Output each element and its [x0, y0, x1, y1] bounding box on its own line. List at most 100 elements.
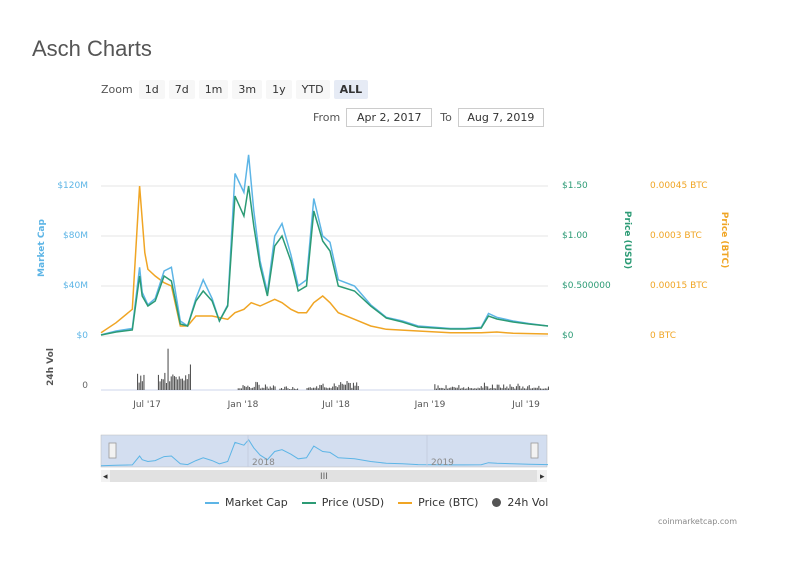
volume-bar: [461, 387, 463, 390]
volume-bar: [137, 373, 139, 390]
volume-bar: [308, 387, 310, 390]
y-axis-title-market-cap: Market Cap: [37, 219, 47, 277]
volume-bar: [531, 388, 533, 390]
volume-bar: [169, 381, 171, 390]
volume-bar: [328, 387, 330, 390]
volume-bar: [354, 385, 356, 390]
volume-bar: [525, 388, 527, 390]
volume-bar: [336, 387, 338, 390]
volume-bar: [357, 386, 359, 390]
y-axis-title-price-usd: Price (USD): [622, 211, 632, 269]
from-date-input[interactable]: Apr 2, 2017: [346, 108, 433, 127]
zoom-1y-button[interactable]: 1y: [266, 80, 292, 99]
volume-bar: [268, 388, 270, 390]
volume-bar: [458, 385, 460, 390]
zoom-ytd-button[interactable]: YTD: [295, 80, 330, 99]
zoom-1m-button[interactable]: 1m: [198, 80, 229, 99]
volume-bar: [343, 384, 345, 390]
volume-bar: [320, 385, 322, 390]
volume-bar: [474, 388, 476, 390]
volume-bar: [173, 376, 175, 390]
y-tick-btc-30: 0.0003 BTC: [650, 231, 702, 241]
x-axis: Jul '17 Jan '18 Jul '18 Jan '19 Jul '19: [101, 389, 548, 410]
navigator[interactable]: 2018 2019 III ◂ ▸: [100, 434, 549, 482]
volume-bar: [515, 386, 517, 390]
volume-bar: [466, 388, 468, 390]
volume-bar: [292, 387, 294, 390]
volume-bar: [239, 388, 241, 390]
volume-bar: [271, 387, 273, 390]
navigator-window[interactable]: [100, 434, 548, 468]
volume-bar: [335, 386, 337, 390]
volume-bar: [509, 384, 511, 390]
volume-bar: [472, 388, 474, 390]
scroll-right-arrow-icon[interactable]: ▸: [540, 472, 545, 482]
volume-bar: [253, 386, 255, 390]
volume-bar: [285, 386, 287, 390]
volume-bar: [284, 386, 286, 390]
volume-bar: [514, 388, 516, 390]
y-axis-title-price-btc: Price (BTC): [719, 212, 729, 269]
zoom-1d-button[interactable]: 1d: [138, 80, 165, 99]
volume-bar: [522, 386, 524, 390]
chart-legend: Market Cap Price (USD) Price (BTC) 24h V…: [205, 496, 562, 509]
volume-bar: [261, 387, 263, 390]
volume-bar: [517, 383, 519, 390]
volume-bar: [266, 386, 268, 390]
volume-bar: [477, 387, 479, 390]
volume-bar: [170, 376, 172, 390]
navigator-handle-right[interactable]: [530, 442, 539, 459]
volume-bar: [506, 386, 508, 390]
volume-bar: [338, 384, 340, 390]
legend-item-24h-vol[interactable]: 24h Vol: [492, 496, 548, 509]
volume-bar: [485, 386, 487, 390]
scroll-left-arrow-icon[interactable]: ◂: [103, 472, 108, 482]
volume-bar: [181, 378, 183, 390]
x-tick-jan-18: Jan '18: [227, 400, 259, 410]
legend-dot-icon: [492, 498, 502, 507]
navigator-handle-left[interactable]: [108, 442, 117, 459]
legend-line-icon: [398, 501, 413, 504]
volume-bar: [464, 388, 466, 390]
right-axis-usd: $1.50 $1.00 $0.500000 $0 Price (USD): [562, 181, 632, 341]
y-tick-usd-050: $0.500000: [562, 281, 611, 291]
legend-item-market-cap[interactable]: Market Cap: [205, 496, 288, 509]
credit-link[interactable]: coinmarketcap.com: [658, 517, 737, 526]
volume-bar: [539, 388, 541, 390]
volume-bar: [463, 387, 465, 390]
volume-bar: [456, 387, 458, 390]
volume-bar: [346, 381, 348, 390]
to-date-input[interactable]: Aug 7, 2019: [457, 108, 544, 127]
scrollbar-grip-icon: III: [320, 472, 328, 482]
volume-bar: [496, 384, 498, 390]
volume-bar: [250, 388, 252, 390]
from-label: From: [313, 111, 341, 124]
legend-item-price-usd[interactable]: Price (USD): [301, 496, 384, 509]
volume-bar: [165, 383, 167, 390]
volume-bar: [175, 376, 177, 390]
volume-bar: [141, 381, 143, 390]
volume-bar: [491, 384, 493, 390]
y-tick-usd-150: $1.50: [562, 181, 588, 191]
y-axis-title-volume: 24h Vol: [46, 348, 56, 386]
volume-bar: [274, 386, 276, 390]
zoom-all-button[interactable]: ALL: [333, 80, 369, 99]
volume-bar: [547, 386, 549, 390]
volume-bar: [451, 386, 453, 390]
volume-bar: [263, 387, 265, 390]
volume-bar: [440, 387, 442, 390]
scrollbar-thumb[interactable]: [110, 470, 537, 482]
zoom-3m-button[interactable]: 3m: [232, 80, 263, 99]
volume-bar: [520, 388, 522, 390]
volume-bar: [495, 388, 497, 390]
zoom-7d-button[interactable]: 7d: [168, 80, 195, 99]
y-tick-mcap-0: $0: [77, 331, 89, 341]
legend-item-price-btc[interactable]: Price (BTC): [398, 496, 478, 509]
volume-bar: [507, 388, 509, 390]
volume-bar: [252, 387, 254, 390]
page-title: Asch Charts: [32, 36, 152, 61]
volume-bar: [523, 388, 525, 390]
volume-bar: [482, 387, 484, 390]
volume-bar: [528, 385, 530, 390]
left-axis: $120M $80M $40M $0 Market Cap 0 24h Vol: [37, 181, 88, 391]
